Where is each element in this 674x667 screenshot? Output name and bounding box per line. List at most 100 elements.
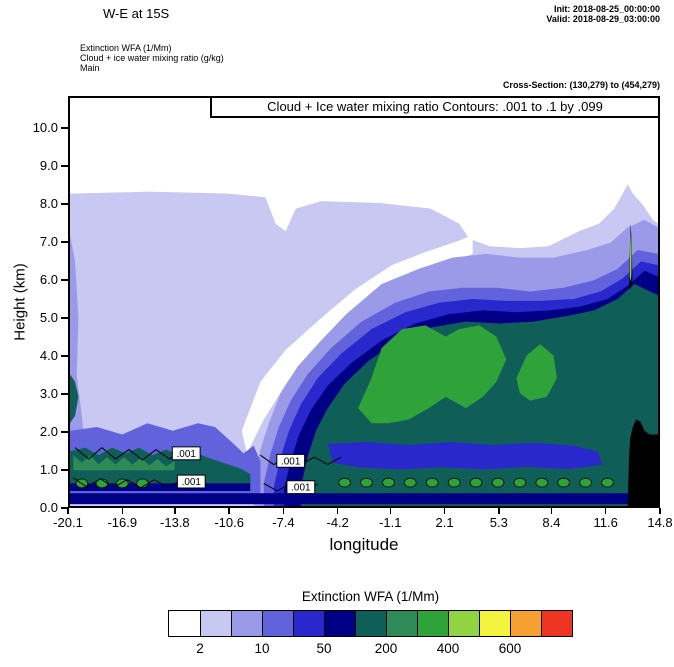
contour-region-green-left-squiggle bbox=[73, 455, 175, 471]
y-tick-label: 4.0 bbox=[39, 347, 58, 363]
x-tick-label: 14.8 bbox=[647, 515, 673, 530]
y-tick-mark bbox=[61, 431, 68, 433]
colorbar-tick-label: 10 bbox=[254, 641, 270, 656]
contour-region-white-dry-slot bbox=[241, 234, 473, 454]
x-tick-mark bbox=[604, 508, 607, 514]
contour-region-green-dots-row-east bbox=[338, 477, 351, 488]
contour-region-navy-bottom-strip bbox=[70, 493, 658, 505]
contour-region-green-dots-row-east bbox=[382, 477, 395, 488]
contour-svg: .001 .001 .001 .001 bbox=[70, 184, 658, 506]
contour-region-green-dots-row-east bbox=[403, 477, 417, 488]
contour-region-contour-squiggle-left-lower bbox=[73, 477, 182, 489]
colorbar-cell bbox=[448, 611, 479, 636]
contour-region-periwinkle-left-column bbox=[70, 234, 97, 495]
contour-line-label: .001 bbox=[176, 474, 206, 489]
colorbar-cell bbox=[169, 611, 200, 636]
x-tick-label: 11.6 bbox=[593, 515, 618, 530]
x-tick-mark bbox=[282, 508, 285, 514]
y-tick-label: 3.0 bbox=[39, 385, 58, 401]
colorbar-tick-label: 2 bbox=[196, 641, 204, 656]
contour-plot: .001 .001 .001 .001 Cloud + Ice water mixin… bbox=[68, 96, 660, 508]
contour-region-green-dots-row-east bbox=[535, 477, 549, 488]
x-tick-mark bbox=[550, 508, 553, 514]
colorbar-cell bbox=[200, 611, 231, 636]
y-tick-label: 5.0 bbox=[39, 309, 58, 325]
field-label-domain: Main bbox=[80, 63, 100, 73]
x-tick-label: -4.2 bbox=[326, 515, 349, 530]
init-timestamp: Init: 2018-08-25_00:00:00 bbox=[553, 4, 660, 14]
colorbar-cell bbox=[417, 611, 448, 636]
x-tick-mark bbox=[67, 508, 69, 514]
y-tick-mark bbox=[61, 127, 68, 129]
contour-region-terrain-black bbox=[627, 419, 658, 506]
y-tick-label: 10.0 bbox=[32, 119, 58, 135]
colorbar-cell bbox=[510, 611, 541, 636]
y-tick-label: 0.0 bbox=[39, 500, 58, 515]
y-tick-mark bbox=[61, 165, 68, 167]
x-tick-mark bbox=[228, 508, 230, 514]
contour-region-green-dots-row-east bbox=[425, 477, 439, 488]
y-tick-mark bbox=[61, 507, 68, 509]
x-tick-label: -10.6 bbox=[214, 515, 244, 530]
x-tick-mark bbox=[443, 508, 446, 514]
x-tick-mark bbox=[659, 508, 661, 514]
x-tick-mark bbox=[498, 508, 500, 514]
y-tick-label: 7.0 bbox=[39, 233, 58, 249]
colorbar-tick-label: 400 bbox=[436, 641, 460, 656]
x-tick-label: -16.9 bbox=[107, 515, 138, 530]
y-tick-mark bbox=[61, 241, 68, 243]
y-tick-mark bbox=[61, 469, 68, 471]
x-tick-label: 8.4 bbox=[542, 515, 561, 530]
contour-region-green-main-blob bbox=[358, 325, 507, 424]
y-tick-mark bbox=[61, 279, 68, 281]
contour-region-green-dots-row-east bbox=[491, 477, 505, 488]
page-title: W-E at 15S bbox=[103, 6, 170, 21]
y-tick-label: 2.0 bbox=[39, 423, 58, 439]
contour-region-green-dots-row-east bbox=[513, 477, 527, 488]
colorbar-cell bbox=[355, 611, 386, 636]
contour-region-green-dots-row-east bbox=[360, 477, 373, 488]
contour-region-green-dots-row-east bbox=[447, 477, 461, 488]
valid-timestamp: Valid: 2018-08-29_03:00:00 bbox=[546, 14, 660, 24]
y-tick-label: 8.0 bbox=[39, 195, 58, 211]
svg-text:.001: .001 bbox=[182, 477, 202, 488]
y-tick-label: 9.0 bbox=[39, 157, 58, 173]
colorbar-tick-label: 200 bbox=[374, 641, 398, 656]
colorbar-cell bbox=[324, 611, 355, 636]
svg-text:.001: .001 bbox=[177, 449, 197, 460]
contour-line-label: .001 bbox=[171, 446, 201, 461]
plot-title-box: Cloud + Ice water mixing ratio Contours:… bbox=[210, 96, 660, 118]
x-tick-mark bbox=[174, 508, 176, 514]
colorbar-cell bbox=[293, 611, 324, 636]
colorbar: Extinction WFA (1/Mm) 2 10 50 200 400 600 bbox=[168, 589, 573, 662]
y-tick-label: 1.0 bbox=[39, 461, 58, 477]
colorbar-cell bbox=[541, 611, 572, 636]
x-tick-mark bbox=[121, 508, 124, 514]
contour-region-teal-left-edge-blob bbox=[70, 374, 79, 424]
x-tick-label: -13.8 bbox=[160, 515, 190, 530]
x-tick-label: -1.1 bbox=[379, 515, 402, 530]
contour-region-green-dots-row-east bbox=[601, 477, 614, 488]
y-tick-mark bbox=[61, 203, 68, 205]
colorbar-cell bbox=[479, 611, 510, 636]
svg-text:.001: .001 bbox=[291, 483, 311, 494]
x-axis-label: longitude bbox=[329, 535, 399, 554]
x-tick-label: 5.3 bbox=[489, 515, 508, 530]
colorbar-cells bbox=[168, 610, 573, 637]
contour-region-spike-green-sliver bbox=[629, 233, 632, 283]
y-tick-mark bbox=[61, 393, 68, 395]
colorbar-tick-label: 50 bbox=[316, 641, 332, 656]
colorbar-cell bbox=[231, 611, 262, 636]
contour-region-green-dots-row-east bbox=[469, 477, 483, 488]
colorbar-cell bbox=[386, 611, 417, 636]
contour-region-green-east-blob bbox=[516, 344, 557, 401]
colorbar-cell bbox=[262, 611, 293, 636]
x-tick-label: -20.1 bbox=[53, 515, 83, 530]
x-tick-label: -7.4 bbox=[272, 515, 295, 530]
field-label-mixing-ratio: Cloud + ice water mixing ratio (g/kg) bbox=[80, 53, 224, 63]
contour-line-label: .001 bbox=[276, 453, 306, 468]
x-tick-mark bbox=[336, 508, 339, 514]
y-tick-label: 6.0 bbox=[39, 271, 58, 287]
x-tick-label: 2.1 bbox=[435, 515, 454, 530]
